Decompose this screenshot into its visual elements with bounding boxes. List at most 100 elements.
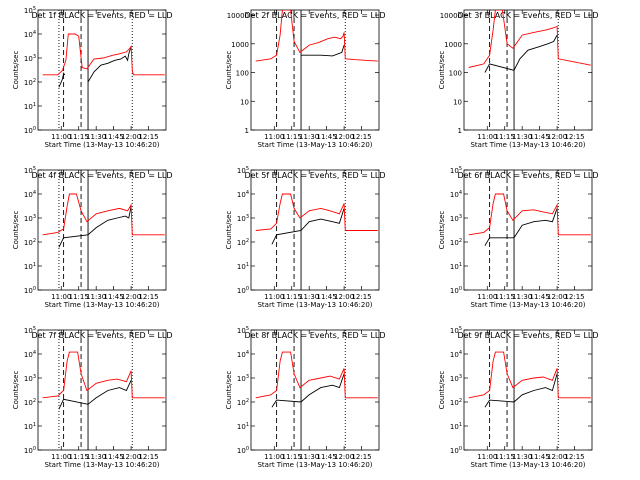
x-tick-label: 12:00 (547, 293, 567, 301)
y-tick-label: 101 (450, 262, 462, 271)
y-tick-label: 1000 (231, 41, 249, 49)
series-events-line (484, 373, 558, 408)
x-tick-label: 11:15 (282, 133, 302, 141)
y-axis-label: Counts/sec (12, 371, 20, 410)
plot-frame (37, 329, 167, 451)
y-tick-label: 101 (24, 262, 36, 271)
series-lld-line (42, 193, 165, 236)
x-axis-label: Start Time (13-May-13 10:46:20) (44, 141, 159, 149)
x-tick-label: 11:00 (477, 293, 497, 301)
x-tick-label: 11:30 (512, 453, 532, 461)
x-tick-label: 12:15 (351, 453, 371, 461)
y-tick-label: 102 (450, 238, 462, 247)
x-tick-label: 11:15 (282, 293, 302, 301)
series-events-line (58, 72, 66, 88)
x-tick-label: 12:15 (138, 133, 158, 141)
y-tick-label: 100 (24, 286, 36, 295)
y-tick-label: 104 (450, 350, 462, 359)
y-tick-label: 100 (449, 70, 462, 78)
y-tick-label: 100 (236, 70, 249, 78)
y-tick-label: 103 (450, 214, 462, 223)
panel-det-9f: Det 9f BLACK = Events, RED = LLD 100 101 10… (438, 326, 599, 469)
y-tick-label: 1 (458, 127, 462, 135)
x-tick-label: 11:45 (317, 133, 337, 141)
plot-frame (37, 169, 167, 291)
panel-title: Det 6f BLACK = Events, RED = LLD (457, 171, 598, 180)
y-tick-label: 100 (237, 446, 249, 455)
y-tick-label: 1 (245, 127, 249, 135)
panel-det-3f: Det 3f BLACK = Events, RED = LLD 1 10 100 10… (438, 9, 599, 149)
y-tick-label: 103 (450, 374, 462, 383)
y-axis-label: Counts/sec (438, 51, 446, 90)
y-tick-label: 101 (24, 102, 36, 111)
series-lld-line (255, 10, 378, 62)
y-tick-label: 10000 (440, 12, 462, 20)
series-lld-line (42, 33, 165, 76)
x-tick-label: 11:45 (104, 453, 124, 461)
panel-title: Det 1f BLACK = Events, RED = LLD (31, 11, 172, 20)
x-tick-label: 11:15 (282, 453, 302, 461)
y-tick-label: 1000 (444, 41, 462, 49)
series-events-line (301, 44, 345, 57)
x-tick-label: 11:00 (264, 293, 284, 301)
x-tick-label: 11:15 (495, 293, 515, 301)
panel-det-7f: Det 7f BLACK = Events, RED = LLD 100 101 10… (12, 326, 173, 469)
panel-title: Det 8f BLACK = Events, RED = LLD (244, 331, 385, 340)
series-lld-line (255, 193, 378, 231)
y-tick-label: 104 (237, 190, 249, 199)
series-events-line (58, 206, 132, 248)
y-tick-label: 101 (237, 422, 249, 431)
x-tick-label: 11:30 (299, 293, 319, 301)
panel-title: Det 2f BLACK = Events, RED = LLD (244, 11, 385, 20)
panel-title: Det 9f BLACK = Events, RED = LLD (457, 331, 598, 340)
panel-det-4f: Det 4f BLACK = Events, RED = LLD 100 101 10… (12, 166, 173, 309)
x-tick-label: 11:00 (51, 293, 71, 301)
series-events-line (271, 208, 345, 245)
series-events-line (87, 46, 132, 83)
panel-title: Det 7f BLACK = Events, RED = LLD (31, 331, 172, 340)
series-lld-line (255, 351, 378, 399)
plot-frame (463, 329, 593, 451)
x-tick-label: 11:15 (495, 453, 515, 461)
x-tick-label: 11:45 (317, 293, 337, 301)
series-events-line (271, 373, 345, 408)
x-axis-label: Start Time (13-May-13 10:46:20) (44, 301, 159, 309)
x-tick-label: 12:15 (138, 293, 158, 301)
y-tick-label: 105 (237, 326, 249, 335)
x-tick-label: 12:00 (121, 133, 141, 141)
y-tick-label: 102 (24, 238, 36, 247)
plot-frame (250, 329, 380, 451)
x-tick-label: 12:15 (351, 133, 371, 141)
x-tick-label: 11:00 (477, 133, 497, 141)
x-tick-label: 12:00 (547, 453, 567, 461)
y-tick-label: 104 (24, 30, 36, 39)
series-events-line (58, 380, 132, 410)
y-tick-label: 105 (450, 166, 462, 175)
panel-title: Det 5f BLACK = Events, RED = LLD (244, 171, 385, 180)
x-tick-label: 12:00 (121, 453, 141, 461)
plot-frame (250, 9, 380, 131)
y-tick-label: 100 (450, 286, 462, 295)
y-tick-label: 100 (450, 446, 462, 455)
x-tick-label: 11:30 (86, 133, 106, 141)
panel-det-2f: Det 2f BLACK = Events, RED = LLD 1 10 100 10… (225, 9, 386, 149)
x-tick-label: 11:00 (51, 453, 71, 461)
x-tick-label: 11:45 (317, 453, 337, 461)
x-tick-label: 12:00 (334, 133, 354, 141)
x-tick-label: 11:00 (477, 453, 497, 461)
x-tick-label: 11:30 (512, 293, 532, 301)
plot-frame (250, 169, 380, 291)
x-axis-label: Start Time (13-May-13 10:46:20) (470, 461, 585, 469)
y-tick-label: 102 (237, 238, 249, 247)
x-tick-label: 11:15 (69, 453, 89, 461)
x-axis-label: Start Time (13-May-13 10:46:20) (470, 301, 585, 309)
y-axis-label: Counts/sec (225, 371, 233, 410)
y-axis-label: Counts/sec (225, 211, 233, 250)
x-axis-label: Start Time (13-May-13 10:46:20) (257, 461, 372, 469)
series-lld-line (468, 351, 591, 399)
y-axis-label: Counts/sec (12, 211, 20, 250)
x-tick-label: 12:15 (564, 453, 584, 461)
x-tick-label: 12:00 (121, 293, 141, 301)
panel-det-1f: Det 1f BLACK = Events, RED = LLD 100 101 10… (12, 6, 173, 149)
x-tick-label: 12:15 (351, 293, 371, 301)
